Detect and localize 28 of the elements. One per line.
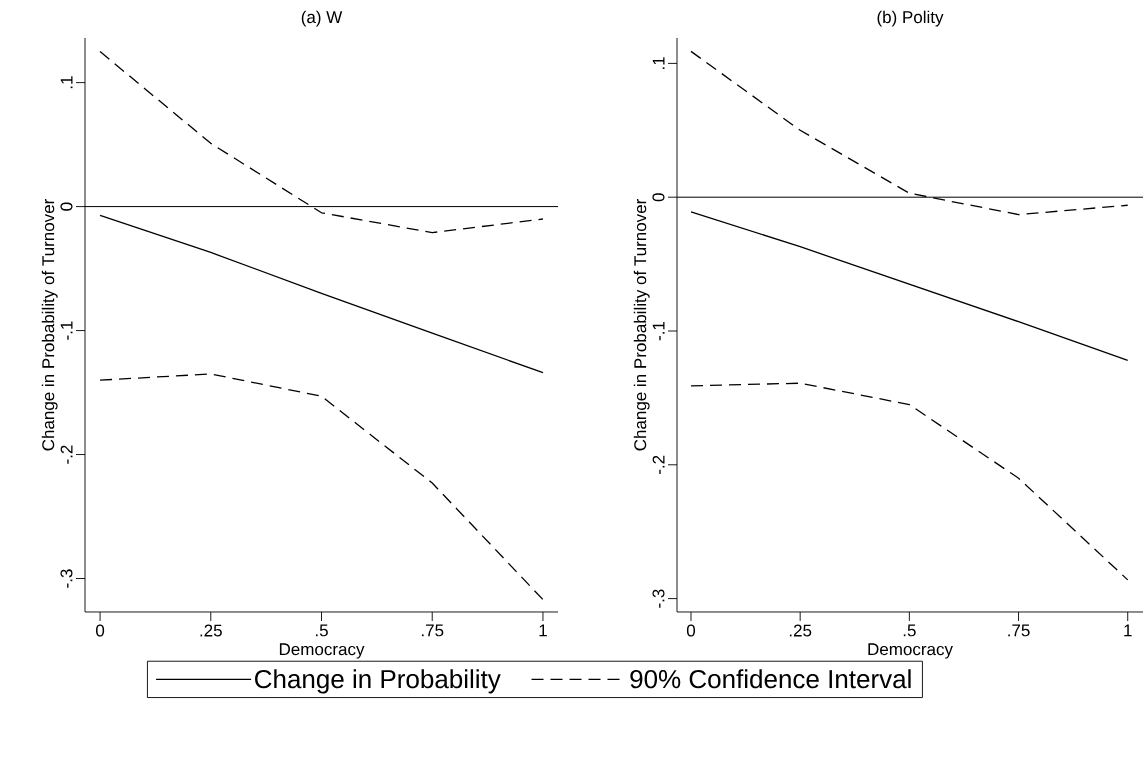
y-tick-label: 0 — [60, 202, 73, 211]
x-tick-label: 0 — [686, 624, 696, 637]
x-tick-label: .5 — [903, 624, 916, 637]
x-tick-label: .75 — [1008, 624, 1030, 637]
y-tick-label: -.2 — [652, 455, 665, 474]
x-tick-label: .75 — [421, 624, 444, 637]
y-tick-label: -.2 — [60, 445, 73, 464]
y-tick-label: -.3 — [652, 589, 665, 608]
x-axis-title: Democracy — [868, 643, 953, 659]
x-tick-label: .5 — [315, 624, 328, 637]
y-tick-label: 0 — [652, 193, 665, 202]
x-tick-label: 0 — [96, 624, 105, 637]
y-tick-label: -.1 — [60, 321, 73, 340]
y-axis-title: Change in Probability of Turnover — [633, 198, 650, 451]
y-tick-label: -.3 — [60, 569, 73, 588]
x-tick-label: .25 — [789, 624, 812, 637]
x-tick-label: .25 — [200, 624, 222, 637]
x-tick-label: 1 — [539, 624, 547, 637]
chart-title: (b) Polity — [877, 10, 944, 27]
legend-label: 90% Confidence Interval — [630, 669, 911, 689]
y-tick-label: .1 — [60, 76, 73, 89]
x-tick-label: 1 — [1124, 624, 1132, 637]
legend-label: Change in Probability — [255, 669, 501, 694]
y-axis-title: Change in Probability of Turnover — [41, 199, 58, 451]
y-tick-label: -.1 — [652, 321, 665, 341]
y-tick-label: .1 — [652, 57, 665, 69]
chart-title: (a) W — [301, 10, 343, 27]
x-axis-title: Democracy — [279, 643, 365, 659]
